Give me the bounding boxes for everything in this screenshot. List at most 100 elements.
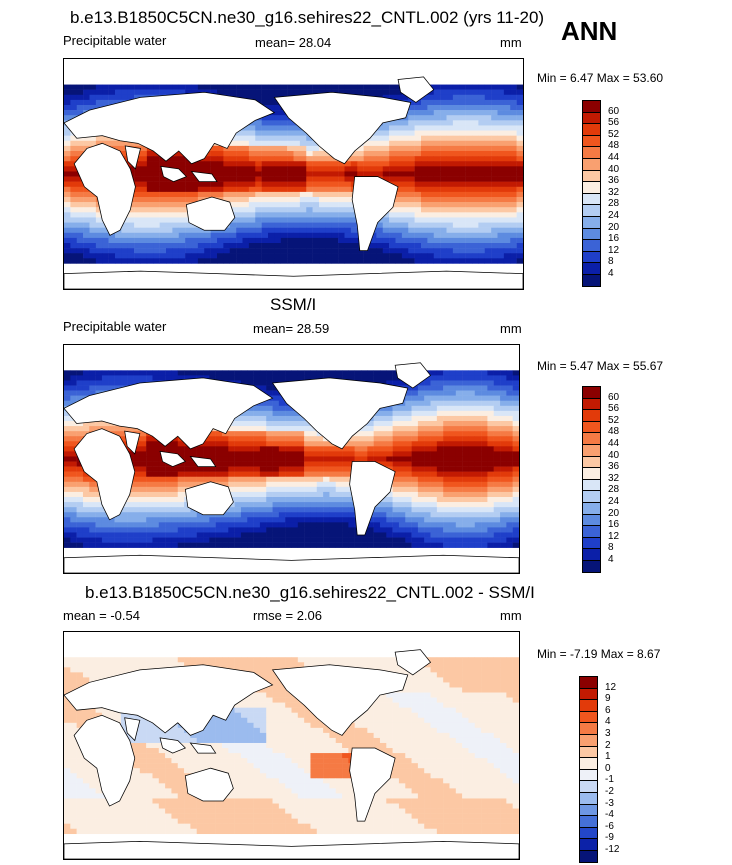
colorbar-box bbox=[579, 780, 598, 793]
panel-model-title: b.e13.B1850C5CN.ne30_g16.sehires22_CNTL.… bbox=[70, 8, 545, 27]
colorbar-box bbox=[582, 490, 601, 503]
colorbar-label: -2 bbox=[605, 786, 614, 797]
panel-obs-map bbox=[63, 344, 520, 574]
colorbar-label: -3 bbox=[605, 797, 614, 809]
colorbar-box bbox=[582, 525, 601, 538]
colorbar-label: 2 bbox=[605, 739, 611, 751]
colorbar-label: 36 bbox=[608, 461, 620, 473]
colorbar-box bbox=[579, 826, 598, 840]
colorbar-label: 20 bbox=[608, 507, 620, 519]
colorbar-label: 60 bbox=[608, 105, 620, 117]
panel-diff-map bbox=[63, 631, 520, 860]
colorbar-label: 8 bbox=[608, 256, 614, 268]
panel-diff-minmax: Min = -7.19 Max = 8.67 bbox=[537, 647, 661, 661]
colorbar-label: 16 bbox=[608, 519, 620, 531]
panel-obs-title: SSM/I bbox=[270, 295, 317, 314]
colorbar-box bbox=[582, 560, 601, 573]
colorbar-label: 48 bbox=[608, 426, 620, 438]
colorbar-label: 32 bbox=[608, 186, 620, 198]
colorbar-box bbox=[579, 734, 598, 747]
map-svg bbox=[64, 362, 519, 573]
colorbar-box bbox=[579, 710, 598, 724]
panel-obs-mean: mean= 28.59 bbox=[253, 321, 330, 336]
colorbar-label: 56 bbox=[608, 403, 620, 415]
panel-obs-left-label: Precipitable water bbox=[63, 319, 167, 334]
panel-model-mean: mean= 28.04 bbox=[255, 35, 332, 50]
colorbar-box bbox=[582, 192, 601, 206]
colorbar-label: 24 bbox=[608, 496, 620, 507]
panel-obs-units: mm bbox=[500, 321, 522, 336]
colorbar-box bbox=[582, 227, 601, 241]
panel-diff-rmse: rmse = 2.06 bbox=[253, 608, 323, 623]
panel-model-left-label: Precipitable water bbox=[63, 33, 167, 48]
panel-diff-mean: mean = -0.54 bbox=[63, 608, 140, 623]
colorbar-label: 20 bbox=[608, 221, 620, 233]
colorbar-box bbox=[582, 250, 601, 264]
colorbar-box bbox=[582, 111, 601, 125]
colorbar-label: 4 bbox=[608, 554, 614, 565]
colorbar-label: -9 bbox=[605, 832, 614, 844]
colorbar-box bbox=[582, 100, 601, 113]
colorbar-label: 6 bbox=[605, 704, 611, 716]
colorbar-label: 8 bbox=[608, 542, 614, 554]
colorbar-label: -12 bbox=[605, 844, 620, 855]
colorbar-box bbox=[582, 216, 601, 229]
colorbar-label: 44 bbox=[608, 152, 620, 163]
colorbar-box bbox=[582, 204, 601, 217]
colorbar-box bbox=[579, 850, 598, 863]
colorbar-box bbox=[579, 792, 598, 805]
colorbar-label: 0 bbox=[605, 762, 611, 774]
colorbar-box bbox=[579, 687, 598, 701]
colorbar-box bbox=[579, 757, 598, 770]
colorbar-label: 4 bbox=[608, 268, 614, 279]
colorbar-box bbox=[582, 455, 601, 469]
colorbar-box bbox=[582, 548, 601, 561]
panel-model-map bbox=[63, 58, 524, 290]
colorbar-label: 52 bbox=[608, 414, 620, 426]
colorbar-box bbox=[582, 397, 601, 411]
colorbar-box bbox=[582, 146, 601, 159]
panel-diff-units: mm bbox=[500, 608, 522, 623]
colorbar-box bbox=[582, 536, 601, 550]
colorbar-label: 16 bbox=[608, 233, 620, 245]
colorbar-box bbox=[579, 803, 598, 817]
season-label: ANN bbox=[561, 16, 618, 46]
colorbar-label: 52 bbox=[608, 128, 620, 140]
colorbar-label: 56 bbox=[608, 117, 620, 129]
colorbar-box bbox=[579, 838, 598, 851]
colorbar-label: -4 bbox=[605, 809, 614, 821]
colorbar-box bbox=[582, 444, 601, 457]
colorbar-box bbox=[582, 123, 601, 136]
panel-model-minmax: Min = 6.47 Max = 53.60 bbox=[537, 71, 664, 85]
colorbar-box bbox=[582, 432, 601, 445]
colorbar-box bbox=[582, 169, 601, 183]
panel-diff-title: b.e13.B1850C5CN.ne30_g16.sehires22_CNTL.… bbox=[85, 583, 535, 602]
colorbar-box bbox=[579, 815, 598, 828]
colorbar-box bbox=[582, 409, 601, 422]
colorbar-label: -1 bbox=[605, 774, 614, 786]
map-svg bbox=[64, 649, 519, 859]
colorbar-label: 60 bbox=[608, 391, 620, 403]
colorbar-box bbox=[579, 722, 598, 735]
colorbar-box bbox=[582, 262, 601, 275]
colorbar-box bbox=[582, 513, 601, 527]
colorbar-label: 9 bbox=[605, 693, 611, 705]
colorbar-box bbox=[582, 467, 601, 480]
map-svg bbox=[64, 76, 523, 289]
colorbar-label: 12 bbox=[605, 681, 617, 693]
colorbar-box bbox=[579, 676, 598, 689]
colorbar-label: 48 bbox=[608, 140, 620, 152]
colorbar-box bbox=[582, 478, 601, 492]
colorbar-label: 44 bbox=[608, 438, 620, 449]
colorbar-label: 24 bbox=[608, 210, 620, 221]
colorbar-label: 3 bbox=[605, 728, 611, 739]
colorbar-box bbox=[582, 502, 601, 515]
colorbar-label: 32 bbox=[608, 472, 620, 484]
panel-model-units: mm bbox=[500, 35, 522, 50]
colorbar-box bbox=[582, 158, 601, 171]
panel-obs-minmax: Min = 5.47 Max = 55.67 bbox=[537, 359, 664, 373]
colorbar-label: 4 bbox=[605, 716, 611, 728]
colorbar-label: 12 bbox=[608, 244, 620, 256]
colorbar-label: 1 bbox=[605, 751, 611, 763]
colorbar-label: 40 bbox=[608, 449, 620, 461]
